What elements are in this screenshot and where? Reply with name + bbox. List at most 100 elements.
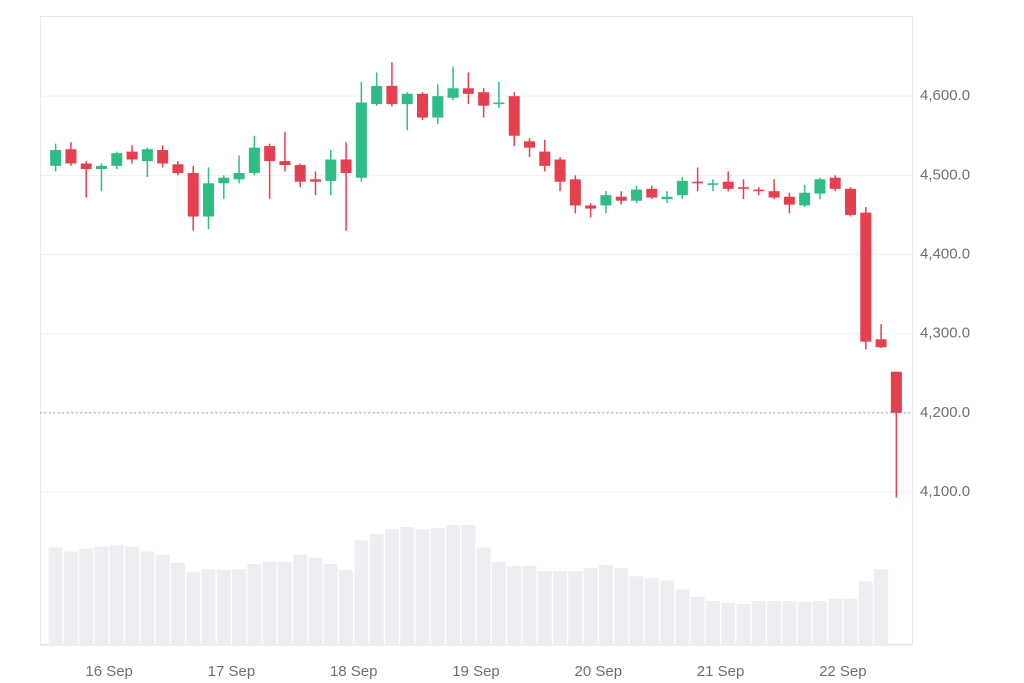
y-tick-label: 4,100.0 — [920, 483, 970, 500]
volume-bar — [553, 571, 568, 645]
candle-body — [447, 88, 459, 98]
candle-body — [401, 93, 413, 105]
volume-bar — [690, 596, 705, 645]
candle-body — [50, 150, 62, 166]
candle-body — [417, 93, 428, 118]
candle-body — [631, 189, 642, 201]
volume-bar — [201, 569, 216, 645]
candle-body — [279, 161, 291, 166]
candle-body — [738, 187, 749, 189]
candle-body — [248, 147, 260, 173]
candle-body — [845, 188, 856, 215]
candle-body — [814, 179, 826, 194]
x-tick-label: 16 Sep — [85, 663, 133, 680]
candle-body — [615, 196, 627, 201]
volume-bar — [109, 545, 124, 645]
volume-bar — [293, 554, 308, 645]
volume-bar — [186, 572, 201, 645]
volume-bar — [598, 565, 613, 645]
volume-bar — [476, 547, 491, 645]
candle-body — [722, 181, 734, 189]
volume-bar — [400, 527, 415, 645]
volume-bar — [354, 540, 369, 645]
volume-bar — [705, 600, 720, 645]
x-tick-label: 20 Sep — [575, 663, 623, 680]
volume-bar — [812, 600, 827, 645]
volume-bar — [644, 578, 659, 645]
candle-body — [600, 195, 612, 206]
volume-bar — [125, 546, 140, 645]
volume-bar — [277, 561, 292, 645]
candle-body — [157, 150, 169, 164]
volume-bar — [843, 598, 858, 645]
volume-bar — [430, 528, 445, 645]
y-tick-label: 4,600.0 — [920, 87, 970, 104]
candle-body — [783, 196, 795, 205]
candle-body — [585, 205, 597, 209]
volume-bar — [247, 563, 262, 645]
candle-body — [340, 159, 352, 173]
volume-bar — [522, 566, 537, 645]
candle-body — [875, 339, 887, 348]
candle-body — [829, 177, 841, 189]
candle-body — [508, 96, 520, 136]
volume-bar — [828, 598, 843, 645]
candle-body — [96, 165, 107, 170]
candle-body — [646, 188, 658, 198]
candle-body — [478, 92, 490, 106]
volume-bar — [79, 548, 94, 645]
volume-bar — [858, 581, 873, 645]
volume-bar — [262, 561, 277, 645]
candle-body — [187, 172, 199, 217]
x-tick-label: 22 Sep — [819, 663, 867, 680]
candle-body — [310, 179, 321, 182]
volume-bar — [155, 554, 170, 645]
volume-bar — [94, 546, 109, 645]
candle-body — [753, 189, 765, 192]
candle-body — [860, 212, 872, 342]
candle-body — [80, 163, 92, 170]
volume-bar — [629, 576, 644, 645]
candle-body — [799, 192, 811, 206]
candle-body — [111, 153, 123, 166]
volume-bar — [232, 569, 247, 645]
candle-body — [554, 159, 566, 182]
candle-body — [294, 165, 306, 182]
volume-bar — [308, 557, 323, 645]
volume-bar — [675, 589, 690, 645]
volume-bar — [721, 602, 736, 645]
volume-bar — [736, 603, 751, 645]
volume-bar — [339, 570, 354, 645]
volume-bar — [323, 563, 338, 645]
candle-body — [218, 177, 230, 184]
candle-body — [126, 151, 138, 160]
volume-bar — [614, 568, 629, 645]
volume-bar — [874, 569, 889, 645]
candle-body — [676, 180, 688, 196]
volume-bar — [660, 580, 675, 645]
volume-bar — [767, 600, 782, 645]
candle-body — [371, 85, 383, 105]
volume-bar — [63, 551, 78, 645]
volume-bar — [48, 547, 63, 645]
candle-body — [768, 191, 780, 198]
volume-bar — [216, 570, 231, 645]
x-tick-label: 17 Sep — [208, 663, 256, 680]
plot-frame — [40, 16, 913, 645]
candle-body — [141, 149, 153, 162]
volume-bar — [797, 601, 812, 645]
volume-bar — [446, 525, 461, 645]
candle-body — [569, 179, 581, 206]
candle-body — [264, 146, 276, 162]
y-tick-label: 4,500.0 — [920, 166, 970, 183]
x-tick-label: 21 Sep — [697, 663, 745, 680]
candle-body — [539, 151, 551, 166]
volume-bar — [568, 571, 583, 645]
candle-body — [692, 181, 704, 184]
volume-bar — [170, 562, 185, 645]
volume-bar — [507, 566, 522, 645]
volume-bar — [384, 529, 399, 645]
volume-bar — [140, 551, 155, 645]
y-tick-label: 4,200.0 — [920, 404, 970, 421]
x-tick-label: 18 Sep — [330, 663, 378, 680]
